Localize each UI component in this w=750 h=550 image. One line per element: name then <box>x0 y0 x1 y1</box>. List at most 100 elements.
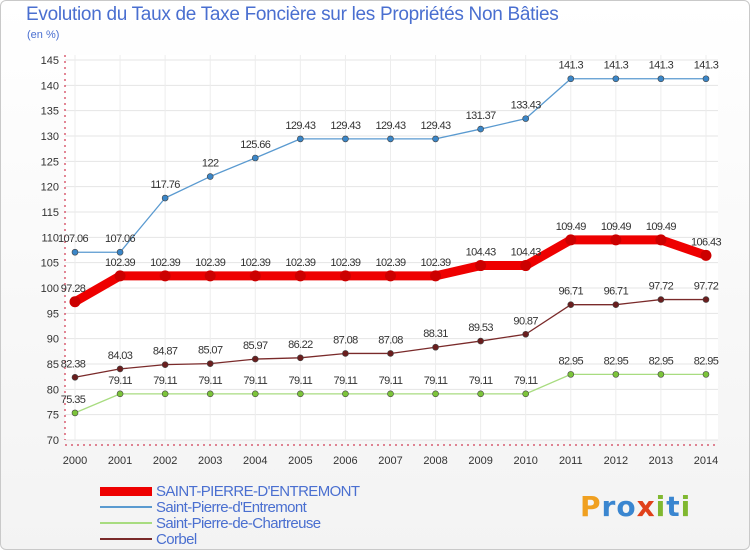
y-tick-label: 80 <box>47 384 59 396</box>
x-tick-label: 2002 <box>153 455 177 467</box>
data-point <box>297 390 304 398</box>
data-point <box>567 75 575 83</box>
data-point <box>206 360 214 367</box>
logo-letter: P <box>580 490 602 523</box>
x-tick-label: 2011 <box>559 455 583 467</box>
data-point <box>657 75 665 83</box>
logo-letter: r <box>601 490 617 523</box>
data-point <box>71 373 79 381</box>
chart-title: Evolution du Taux de Taxe Foncière sur l… <box>26 4 559 25</box>
data-point <box>116 365 124 373</box>
data-label: 102.39 <box>195 257 226 269</box>
data-point <box>206 390 214 398</box>
data-point <box>161 361 169 368</box>
data-label: 85.97 <box>243 340 268 352</box>
data-label: 104.43 <box>511 247 542 259</box>
data-label: 102.39 <box>240 257 271 269</box>
data-point <box>567 371 575 378</box>
data-point <box>702 296 710 303</box>
data-label: 129.43 <box>421 120 452 132</box>
data-point <box>522 390 530 398</box>
logo-letter: x <box>636 490 656 523</box>
data-label: 79.11 <box>243 375 267 387</box>
data-label: 109.49 <box>646 221 677 233</box>
data-point <box>342 135 349 143</box>
data-label: 131.37 <box>466 110 497 122</box>
data-point <box>161 390 169 398</box>
y-tick-label: 125 <box>41 156 59 168</box>
data-label: 79.11 <box>379 375 403 387</box>
legend-label: Saint-Pierre-de-Chartreuse <box>156 515 321 532</box>
data-label: 125.66 <box>240 139 271 151</box>
data-label: 79.11 <box>514 375 538 387</box>
data-point <box>700 249 712 261</box>
line-chart: 70 75 80 85 90 95 100 105 110 115 120 125 130 135 140 1… <box>41 55 722 467</box>
data-label: 109.49 <box>601 221 632 233</box>
data-label: 75.35 <box>61 394 86 406</box>
data-label: 96.71 <box>559 286 584 298</box>
data-label: 109.49 <box>556 221 587 233</box>
data-point <box>387 350 394 357</box>
x-tick-label: 2013 <box>649 455 673 467</box>
y-tick-label: 95 <box>47 308 59 320</box>
x-tick-label: 2006 <box>333 455 357 467</box>
data-point <box>612 75 620 83</box>
data-label: 87.08 <box>378 334 403 346</box>
data-label: 79.11 <box>153 375 177 387</box>
data-point <box>477 125 484 133</box>
data-point <box>475 260 487 272</box>
data-label: 107.06 <box>58 233 89 245</box>
y-tick-label: 130 <box>41 131 59 143</box>
data-point <box>387 390 394 398</box>
data-point <box>204 270 216 282</box>
data-point <box>297 354 304 362</box>
logo-letter: i <box>655 490 667 523</box>
unit-label: (en %) <box>27 29 60 41</box>
x-tick-label: 2003 <box>198 455 222 467</box>
data-point <box>71 409 79 417</box>
data-label: 84.87 <box>153 346 178 358</box>
data-label: 87.08 <box>333 334 358 346</box>
data-label: 82.95 <box>649 355 674 367</box>
data-label: 79.11 <box>288 375 312 387</box>
x-tick-label: 2014 <box>694 455 718 467</box>
data-label: 82.95 <box>694 355 719 367</box>
data-point <box>477 337 484 345</box>
legend-swatch <box>100 487 152 496</box>
data-point <box>610 234 622 246</box>
data-point <box>565 234 577 246</box>
data-label: 82.38 <box>61 358 86 370</box>
data-label: 85.07 <box>198 345 223 357</box>
data-label: 79.11 <box>198 375 222 387</box>
data-point <box>297 135 304 143</box>
data-point <box>342 350 349 357</box>
data-point <box>522 115 530 122</box>
legend-swatch <box>100 506 152 508</box>
data-label: 97.28 <box>61 283 86 295</box>
x-tick-label: 2009 <box>468 455 492 467</box>
y-tick-label: 100 <box>41 283 59 295</box>
data-label: 90.87 <box>513 315 538 327</box>
data-label: 129.43 <box>375 120 406 132</box>
x-tick-label: 2010 <box>513 455 537 467</box>
x-tick-label: 2000 <box>63 455 87 467</box>
y-tick-label: 135 <box>41 106 59 118</box>
data-point <box>702 75 710 83</box>
data-point <box>387 135 394 143</box>
data-point <box>522 330 530 338</box>
data-point <box>249 270 261 282</box>
data-point <box>339 270 351 282</box>
data-label: 117.76 <box>151 179 181 191</box>
y-tick-label: 70 <box>47 435 59 447</box>
x-tick-label: 2001 <box>108 455 132 467</box>
data-label: 79.11 <box>334 375 358 387</box>
data-label: 79.11 <box>424 375 448 387</box>
data-point <box>69 296 81 308</box>
data-point <box>430 270 442 282</box>
data-label: 141.3 <box>649 60 674 72</box>
data-label: 107.06 <box>105 233 136 245</box>
data-point <box>384 270 396 282</box>
data-label: 82.95 <box>604 355 629 367</box>
data-point <box>71 248 79 256</box>
data-label: 102.39 <box>375 257 406 269</box>
